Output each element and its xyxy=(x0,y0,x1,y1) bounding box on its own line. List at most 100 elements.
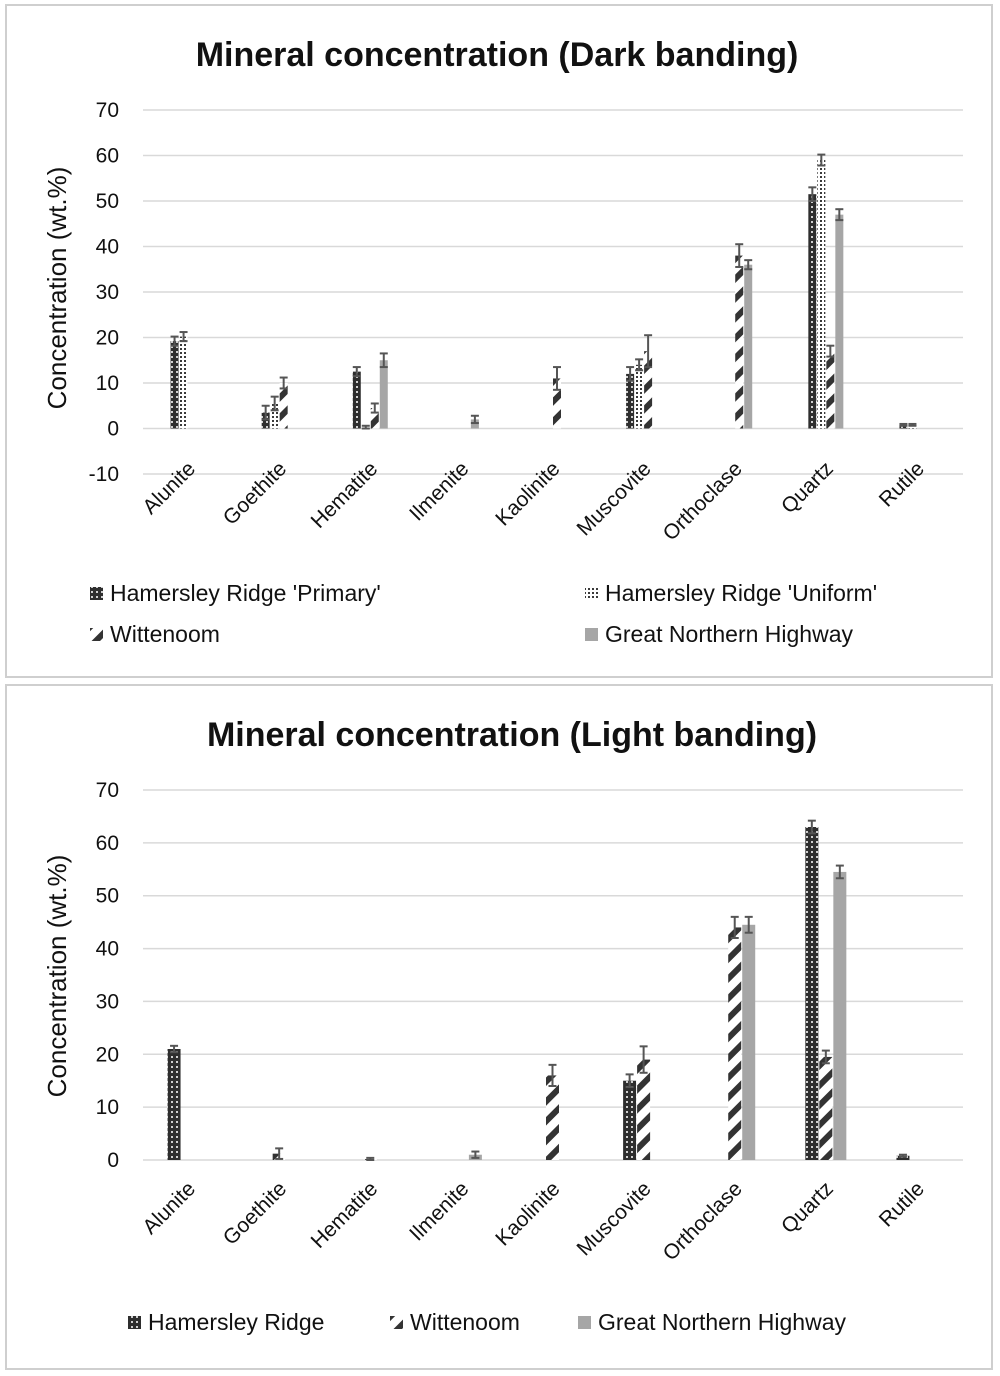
bar-diagonal-kaolinite xyxy=(546,1075,559,1160)
x-category-label: Muscovite xyxy=(573,457,656,540)
error-bar xyxy=(808,186,817,202)
bar-diagonal-goethite xyxy=(279,383,288,429)
bar-dots-light-alunite xyxy=(179,336,188,429)
bar-dots-dark-rutile xyxy=(896,1155,910,1160)
bar-diagonal-muscovite xyxy=(637,1059,651,1160)
x-category-label: Kaolinite xyxy=(491,1177,564,1250)
bar-dots-dark-quartz xyxy=(808,194,817,429)
bar-diagonal-quartz xyxy=(826,351,835,429)
legend-swatch xyxy=(90,628,103,641)
bar-dots-light-quartz xyxy=(817,160,826,429)
error-bar xyxy=(639,1045,648,1074)
error-bar xyxy=(179,331,188,343)
error-bar xyxy=(470,414,479,425)
y-tick-label: 10 xyxy=(96,1096,119,1119)
bar-dots-light-goethite xyxy=(270,403,279,429)
x-category-label: Alunite xyxy=(138,1177,200,1239)
error-bar xyxy=(261,404,270,421)
bar-diagonal-hematite xyxy=(370,408,379,429)
bar-diagonal-orthoclase xyxy=(735,255,744,429)
y-tick-label: 60 xyxy=(96,832,119,855)
x-category-label: Ilmenite xyxy=(405,1177,473,1245)
legend-label: Hamersley Ridge 'Uniform' xyxy=(605,580,877,606)
bar-solid-orthoclase xyxy=(742,924,756,1160)
x-category-label: Orthoclase xyxy=(659,1177,747,1265)
bar-dots-dark-muscovite xyxy=(623,1080,637,1160)
y-tick-label: -10 xyxy=(89,463,119,486)
bar-dots-dark-muscovite xyxy=(626,373,635,429)
error-bar xyxy=(275,1147,284,1160)
y-axis-label: Concentration (wt.%) xyxy=(42,167,72,410)
error-bar xyxy=(553,366,561,391)
error-bar xyxy=(471,1150,480,1159)
y-tick-label: 20 xyxy=(96,1043,119,1066)
y-tick-label: 10 xyxy=(96,372,119,395)
y-tick-label: 0 xyxy=(107,1149,119,1172)
legend-label: Wittenoom xyxy=(110,621,220,647)
bar-solid-quartz xyxy=(835,214,844,429)
legend-label: Great Northern Highway xyxy=(598,1309,846,1335)
light-banding-chart: Mineral concentration (Light banding) Co… xyxy=(42,716,963,1335)
x-category-label: Rutile xyxy=(875,457,929,511)
error-bar xyxy=(744,259,753,271)
y-tick-label: 30 xyxy=(96,281,119,304)
error-bar xyxy=(625,1073,634,1089)
y-axis-label: Concentration (wt.%) xyxy=(42,855,72,1098)
legend-swatch xyxy=(585,628,598,641)
error-bar xyxy=(548,1063,557,1087)
error-bar xyxy=(908,422,917,427)
x-category-label: Hematite xyxy=(307,457,383,533)
chart-title: Mineral concentration (Light banding) xyxy=(207,716,817,754)
x-category-label: Orthoclase xyxy=(659,457,747,545)
error-bar xyxy=(835,864,844,880)
bar-dots-dark-alunite xyxy=(170,341,179,429)
legend: Hamersley Ridge Wittenoom Great Northern H… xyxy=(128,1309,846,1335)
chart-light-banding xyxy=(5,684,993,1370)
error-bar xyxy=(170,335,179,347)
bar-diagonal-muscovite xyxy=(644,351,653,429)
y-tick-label: 50 xyxy=(96,885,119,908)
y-tick-label: 40 xyxy=(96,938,119,961)
x-category-label: Quartz xyxy=(777,457,838,518)
error-bar xyxy=(379,352,388,369)
legend-swatch xyxy=(585,587,598,600)
error-bar xyxy=(370,402,379,414)
dark-banding-chart: Mineral concentration (Dark banding) Con… xyxy=(42,36,963,647)
bar-diagonal-quartz xyxy=(819,1056,833,1160)
x-category-label: Goethite xyxy=(219,1177,291,1249)
legend-swatch xyxy=(128,1316,141,1329)
x-category-label: Ilmenite xyxy=(405,457,473,525)
chart-dark-banding xyxy=(5,4,993,678)
y-tick-label: 60 xyxy=(96,145,119,168)
legend-label: Great Northern Highway xyxy=(605,621,853,647)
bar-diagonal-kaolinite xyxy=(553,378,561,429)
y-tick-label: 20 xyxy=(96,327,119,350)
legend-label: Hamersley Ridge 'Primary' xyxy=(110,580,381,606)
legend: Hamersley Ridge 'Primary' Hamersley Ridge… xyxy=(90,580,877,647)
error-bar xyxy=(270,395,279,412)
bar-dots-dark-hematite xyxy=(352,371,361,429)
error-bar xyxy=(730,915,739,939)
y-tick-label: 70 xyxy=(96,99,119,122)
error-bar xyxy=(735,243,744,268)
x-category-label: Muscovite xyxy=(573,1177,656,1260)
legend-swatch xyxy=(90,587,103,600)
error-bar xyxy=(352,366,361,378)
legend-label: Hamersley Ridge xyxy=(148,1309,324,1335)
bar-solid-orthoclase xyxy=(744,264,753,429)
bar-dots-dark-alunite xyxy=(167,1049,181,1160)
error-bar xyxy=(366,1156,375,1161)
chart-title: Mineral concentration (Dark banding) xyxy=(196,36,799,74)
bar-solid-quartz xyxy=(833,871,847,1160)
error-bar xyxy=(899,422,908,427)
error-bar xyxy=(279,376,288,390)
x-category-label: Rutile xyxy=(875,1177,929,1231)
legend-swatch xyxy=(390,1316,403,1329)
y-tick-label: 70 xyxy=(96,779,119,802)
error-bar xyxy=(170,1044,179,1054)
error-bar xyxy=(826,344,835,358)
y-tick-label: 0 xyxy=(107,418,119,441)
y-tick-label: 30 xyxy=(96,990,119,1013)
bar-dots-light-muscovite xyxy=(635,364,644,429)
